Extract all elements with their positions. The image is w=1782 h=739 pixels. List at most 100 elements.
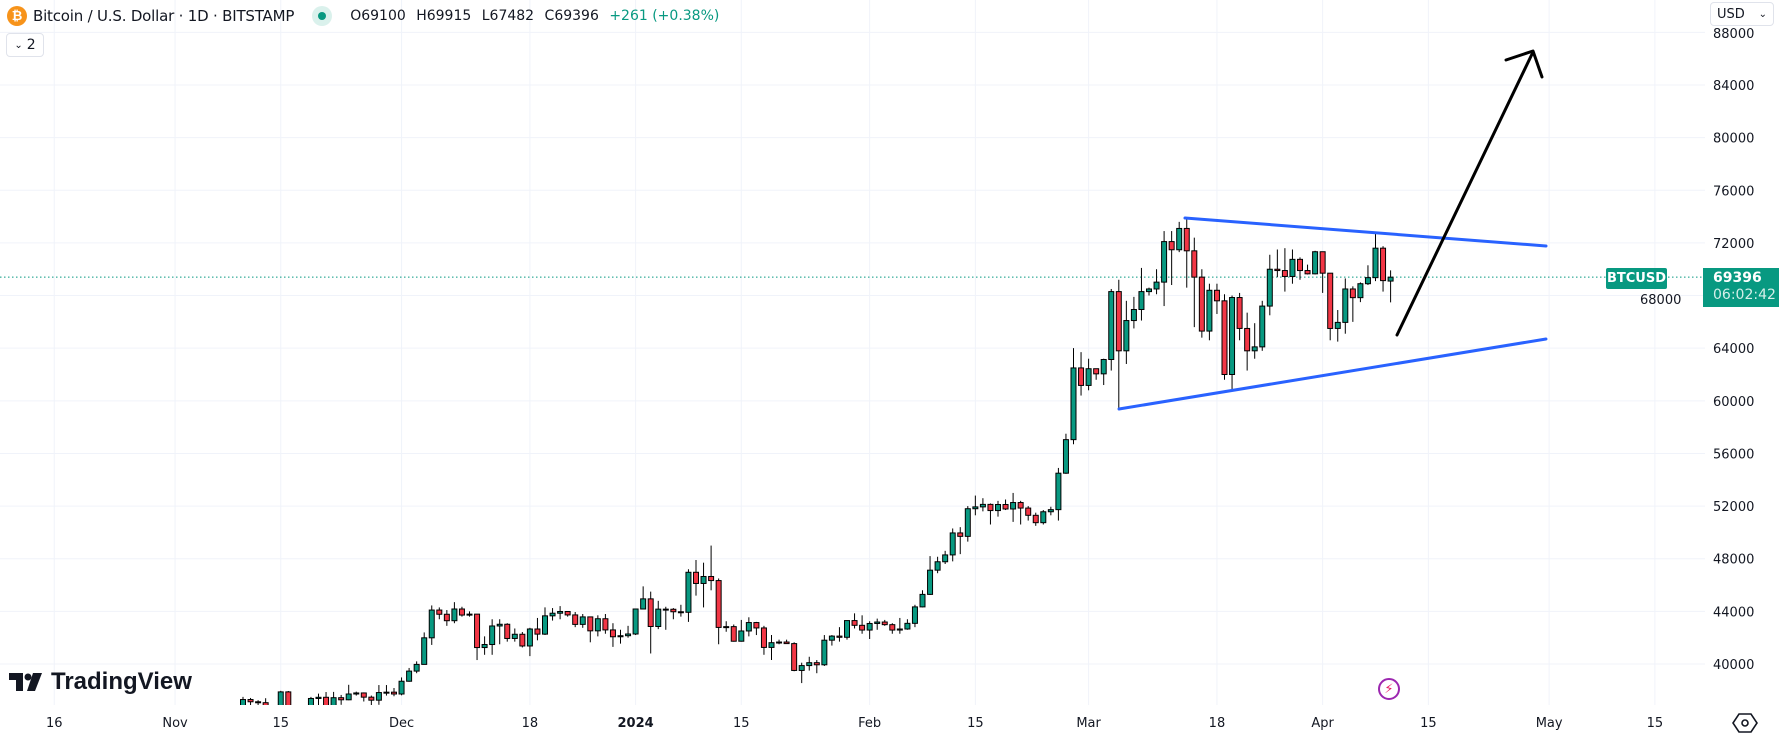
candle <box>240 696 246 705</box>
candle <box>557 606 564 620</box>
candle-body-up <box>353 692 360 695</box>
x-tick-label: 15 <box>272 716 289 731</box>
tradingview-logo[interactable]: TradingView <box>9 668 192 696</box>
market-status-icon[interactable] <box>312 6 333 26</box>
candle <box>1093 368 1100 380</box>
candle <box>957 527 964 555</box>
candle-body-up <box>1062 439 1069 474</box>
candle <box>1168 231 1175 286</box>
candle <box>798 662 805 684</box>
collapse-indicators-button[interactable]: ⌄ 2 <box>6 33 44 57</box>
candle <box>647 591 654 654</box>
candle <box>617 629 624 644</box>
bar-countdown: 06:02:42 <box>1713 287 1776 303</box>
candle-body-up <box>1229 297 1236 376</box>
candle-body-up <box>768 642 775 648</box>
candle-body-up <box>617 635 624 638</box>
candle <box>1259 300 1266 351</box>
candle-body-up <box>1289 258 1296 277</box>
candle-body-down <box>1236 297 1243 329</box>
candle-body-up <box>428 609 435 639</box>
x-tick-label: Dec <box>389 716 414 731</box>
candle-body-down <box>1093 368 1100 375</box>
candle <box>301 705 306 714</box>
candle-body-down <box>715 580 722 628</box>
symbol-title[interactable]: Bitcoin / U.S. Dollar · 1D · BITSTAMP <box>33 7 295 25</box>
candle-body-down <box>504 623 511 639</box>
arrow-head <box>1504 49 1544 79</box>
candle <box>896 617 903 634</box>
candle <box>791 642 798 672</box>
x-tick-label: Apr <box>1311 716 1334 731</box>
candle-body-up <box>383 691 390 694</box>
candle-body-down <box>1025 507 1032 516</box>
candle <box>1312 250 1319 275</box>
currency-selector[interactable]: USD ⌄ <box>1710 2 1774 26</box>
candle-body-down <box>1002 504 1009 510</box>
lightning-icon[interactable]: ⚡ <box>1378 678 1400 700</box>
candle-body-up <box>1055 472 1062 511</box>
lower-trendline <box>1117 337 1548 411</box>
candle <box>451 602 458 624</box>
candle-body-up <box>526 628 533 647</box>
candle <box>1372 232 1379 282</box>
x-tick-label: 2024 <box>618 716 654 731</box>
candle-body-down <box>708 575 715 582</box>
candle-body-up <box>375 692 382 701</box>
candle-body-down <box>1017 502 1024 509</box>
candle-body-up <box>489 625 496 646</box>
candle-body-down <box>1380 247 1387 282</box>
candle-body-up <box>1153 281 1160 290</box>
candle-body-up <box>1357 283 1364 299</box>
candle <box>474 613 481 661</box>
candle <box>640 586 647 610</box>
symbol-header[interactable]: ₿ Bitcoin / U.S. Dollar · 1D · BITSTAMP … <box>4 4 725 28</box>
candle-body-up <box>1085 368 1092 386</box>
candle <box>549 608 556 621</box>
x-tick-label: Nov <box>162 716 188 731</box>
candle <box>330 691 337 705</box>
candle-body-up <box>979 503 986 508</box>
candle <box>723 621 730 632</box>
candle-body-down <box>1221 300 1228 376</box>
y-tick-label: 72000 <box>1713 237 1754 252</box>
x-tick-label: 16 <box>46 716 63 731</box>
chevron-down-icon: ⌄ <box>14 39 23 51</box>
candle <box>1085 358 1092 391</box>
candle <box>1244 312 1251 371</box>
candle-body-down <box>1191 250 1198 278</box>
candle-body-down <box>262 702 269 705</box>
candle-body-down <box>519 633 526 647</box>
candle-body-up <box>1010 502 1017 510</box>
candle <box>285 690 292 705</box>
candle-body-up <box>1040 511 1047 524</box>
candle-body-down <box>693 571 699 584</box>
candle-body-up <box>640 598 647 610</box>
candle-body-down <box>889 624 896 631</box>
settings-hexagon-icon[interactable] <box>1732 712 1758 734</box>
candle-body-up <box>1146 288 1152 293</box>
candle-body-up <box>995 504 1001 512</box>
candle <box>949 528 956 562</box>
x-tick-label: May <box>1536 716 1563 731</box>
candle-body-up <box>277 691 284 705</box>
candle-body-up <box>934 561 941 571</box>
candle-body-down <box>1281 270 1288 277</box>
candle <box>753 621 760 636</box>
candle-body-down <box>391 691 397 695</box>
candle <box>534 617 541 641</box>
candle <box>1357 282 1364 303</box>
candle <box>904 619 911 630</box>
candle <box>1297 257 1303 280</box>
candle-body-down <box>783 641 790 645</box>
candle <box>1274 249 1281 278</box>
candle <box>1236 292 1243 341</box>
candle <box>1349 286 1356 322</box>
candle-body-down <box>255 701 262 704</box>
candle <box>1153 269 1160 295</box>
candle-body-up <box>904 622 911 630</box>
last-price-value: 69396 <box>1713 270 1762 286</box>
candle-body-down <box>851 620 858 626</box>
candle-body-up <box>1100 359 1107 375</box>
